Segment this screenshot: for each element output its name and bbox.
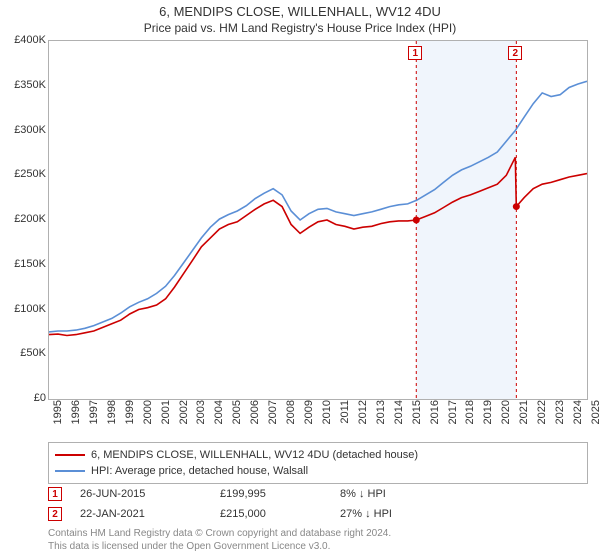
chart-title-line2: Price paid vs. HM Land Registry's House … (0, 21, 600, 35)
sale-row: 1 26-JUN-2015 £199,995 8% ↓ HPI (48, 484, 588, 504)
chart-container: 6, MENDIPS CLOSE, WILLENHALL, WV12 4DU P… (0, 0, 600, 560)
x-tick-label: 2007 (267, 400, 279, 424)
x-tick-label: 2011 (339, 400, 351, 424)
x-tick-label: 2020 (500, 400, 512, 424)
legend-item: 6, MENDIPS CLOSE, WILLENHALL, WV12 4DU (… (55, 447, 581, 463)
x-tick-label: 2003 (195, 400, 207, 424)
y-tick-label: £400K (2, 34, 46, 46)
sales-table: 1 26-JUN-2015 £199,995 8% ↓ HPI 2 22-JAN… (48, 484, 588, 524)
y-tick-label: £0 (2, 392, 46, 404)
x-tick-label: 2004 (213, 400, 225, 424)
chart-marker-icon: 1 (408, 46, 422, 60)
y-tick-label: £250K (2, 168, 46, 180)
plot-area (48, 40, 588, 400)
x-tick-label: 1999 (124, 400, 136, 424)
x-tick-label: 2019 (482, 400, 494, 424)
sale-delta: 27% ↓ HPI (340, 508, 460, 520)
chart-marker-icon: 2 (508, 46, 522, 60)
x-tick-label: 2005 (231, 400, 243, 424)
title-block: 6, MENDIPS CLOSE, WILLENHALL, WV12 4DU P… (0, 0, 600, 37)
x-tick-label: 2012 (357, 400, 369, 424)
y-tick-label: £50K (2, 347, 46, 359)
x-tick-label: 2018 (464, 400, 476, 424)
x-tick-label: 1996 (70, 400, 82, 424)
footer-line1: Contains HM Land Registry data © Crown c… (48, 528, 588, 541)
x-tick-label: 1998 (106, 400, 118, 424)
footer-attribution: Contains HM Land Registry data © Crown c… (48, 528, 588, 553)
legend: 6, MENDIPS CLOSE, WILLENHALL, WV12 4DU (… (48, 442, 588, 484)
x-tick-label: 2024 (572, 400, 584, 424)
x-tick-label: 2001 (160, 400, 172, 424)
x-tick-label: 2009 (303, 400, 315, 424)
legend-swatch (55, 470, 85, 472)
x-tick-label: 1997 (88, 400, 100, 424)
x-tick-label: 2016 (429, 400, 441, 424)
y-tick-label: £150K (2, 258, 46, 270)
y-tick-label: £100K (2, 303, 46, 315)
sale-price: £215,000 (220, 508, 340, 520)
sale-row: 2 22-JAN-2021 £215,000 27% ↓ HPI (48, 504, 588, 524)
x-tick-label: 2025 (590, 400, 600, 424)
x-tick-label: 2023 (554, 400, 566, 424)
legend-label: HPI: Average price, detached house, Wals… (91, 465, 308, 477)
y-tick-label: £300K (2, 124, 46, 136)
x-tick-label: 2021 (518, 400, 530, 424)
x-tick-label: 2014 (393, 400, 405, 424)
x-tick-label: 1995 (52, 400, 64, 424)
y-tick-label: £350K (2, 79, 46, 91)
x-tick-label: 2015 (411, 400, 423, 424)
x-tick-label: 2008 (285, 400, 297, 424)
x-tick-label: 2006 (249, 400, 261, 424)
sale-marker-icon: 2 (48, 507, 62, 521)
legend-label: 6, MENDIPS CLOSE, WILLENHALL, WV12 4DU (… (91, 449, 418, 461)
x-tick-label: 2002 (178, 400, 190, 424)
sale-delta: 8% ↓ HPI (340, 488, 460, 500)
x-tick-label: 2000 (142, 400, 154, 424)
y-tick-label: £200K (2, 213, 46, 225)
sale-date: 22-JAN-2021 (80, 508, 220, 520)
footer-line2: This data is licensed under the Open Gov… (48, 541, 588, 554)
sale-price: £199,995 (220, 488, 340, 500)
plot-svg (49, 41, 587, 399)
legend-item: HPI: Average price, detached house, Wals… (55, 463, 581, 479)
sale-date: 26-JUN-2015 (80, 488, 220, 500)
chart-title-line1: 6, MENDIPS CLOSE, WILLENHALL, WV12 4DU (0, 4, 600, 19)
sale-marker-icon: 1 (48, 487, 62, 501)
x-tick-label: 2013 (375, 400, 387, 424)
x-tick-label: 2017 (447, 400, 459, 424)
x-tick-label: 2010 (321, 400, 333, 424)
x-tick-label: 2022 (536, 400, 548, 424)
legend-swatch (55, 454, 85, 456)
